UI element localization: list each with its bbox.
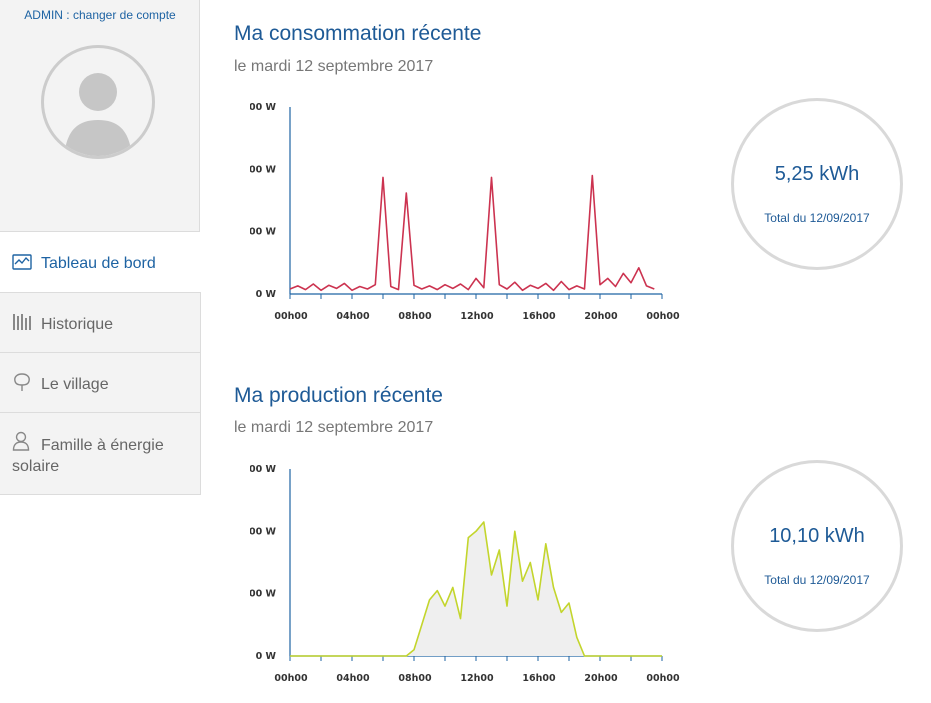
sidebar-item-label: Tableau de bord bbox=[41, 255, 156, 272]
production-total-caption: Total du 12/09/2017 bbox=[764, 573, 870, 587]
x-tick-label: 12h00 bbox=[460, 311, 494, 322]
production-chart: 0 W 1000 W 2000 W 3000 W 00h00 04h00 08h00 12h0… bbox=[250, 464, 680, 684]
x-tick-label: 20h00 bbox=[584, 311, 618, 322]
switch-account-link[interactable]: ADMIN : changer de compte bbox=[24, 8, 176, 22]
production-date: le mardi 12 septembre 2017 bbox=[234, 419, 434, 436]
x-tick-label: 20h00 bbox=[584, 673, 618, 684]
y-tick-label: 3000 W bbox=[250, 464, 277, 475]
y-tick-label: 0 W bbox=[256, 289, 277, 300]
series-area bbox=[290, 522, 662, 656]
consumption-total-circle: 5,25 kWh Total du 12/09/2017 bbox=[731, 98, 903, 270]
bar-chart-icon bbox=[13, 314, 31, 330]
sidebar-item-solar-family[interactable]: Famille à énergie solaire bbox=[0, 412, 201, 495]
y-tick-label: 0 W bbox=[256, 651, 277, 662]
user-silhouette-icon bbox=[64, 73, 132, 156]
x-tick-label: 04h00 bbox=[336, 311, 370, 322]
production-total-value: 10,10 kWh bbox=[769, 525, 865, 547]
tree-icon bbox=[14, 373, 30, 391]
consumption-title: Ma consommation récente bbox=[234, 22, 482, 45]
consumption-date: le mardi 12 septembre 2017 bbox=[234, 58, 434, 75]
x-tick-label: 16h00 bbox=[522, 673, 556, 684]
avatar bbox=[41, 45, 155, 159]
y-tick-label: 1000 W bbox=[250, 589, 277, 600]
x-tick-label: 08h00 bbox=[398, 673, 432, 684]
x-tick-label: 00h00 bbox=[646, 311, 680, 322]
sidebar-item-label: Le village bbox=[41, 376, 109, 393]
sidebar-item-label: Famille à énergie solaire bbox=[12, 437, 164, 475]
production-total-circle: 10,10 kWh Total du 12/09/2017 bbox=[731, 460, 903, 632]
x-tick-label: 00h00 bbox=[646, 673, 680, 684]
consumption-total-value: 5,25 kWh bbox=[774, 163, 860, 185]
sidebar-item-label: Historique bbox=[41, 316, 114, 333]
series-line bbox=[290, 521, 662, 657]
x-tick-label: 12h00 bbox=[460, 673, 494, 684]
x-tick-label: 16h00 bbox=[522, 311, 556, 322]
sidebar-item-history[interactable]: Historique bbox=[0, 292, 201, 353]
dashboard-icon bbox=[12, 254, 32, 270]
consumption-total-caption: Total du 12/09/2017 bbox=[764, 211, 870, 225]
production-title: Ma production récente bbox=[234, 384, 443, 407]
consumption-chart: 0 W 1000 W 2000 W 3000 W 00h00 04h00 08h00 12h0… bbox=[250, 102, 680, 322]
x-tick-label: 00h00 bbox=[274, 673, 308, 684]
person-icon bbox=[12, 431, 30, 451]
sidebar-item-dashboard[interactable]: Tableau de bord bbox=[0, 232, 201, 292]
x-tick-label: 04h00 bbox=[336, 673, 370, 684]
y-tick-label: 2000 W bbox=[250, 164, 277, 175]
y-tick-label: 3000 W bbox=[250, 102, 277, 113]
profile-card: ADMIN : changer de compte bbox=[0, 0, 200, 232]
y-tick-label: 2000 W bbox=[250, 526, 277, 537]
x-tick-label: 00h00 bbox=[274, 311, 308, 322]
sidebar-item-village[interactable]: Le village bbox=[0, 352, 201, 413]
series-line bbox=[289, 174, 655, 292]
y-tick-label: 1000 W bbox=[250, 227, 277, 238]
x-tick-label: 08h00 bbox=[398, 311, 432, 322]
